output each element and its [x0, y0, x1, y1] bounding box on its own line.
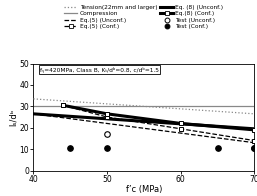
- Legend: Tension(22mm and larger), Compression, Eq.(5) (Unconf.), Eq.(5) (Conf.), Eq. (8): Tension(22mm and larger), Compression, E…: [64, 4, 224, 30]
- Text: fᵧ=420MPa, Class B, Kₜ/dᵇ=0.8, c/dᵇ=1.5: fᵧ=420MPa, Class B, Kₜ/dᵇ=0.8, c/dᵇ=1.5: [40, 67, 159, 73]
- Y-axis label: lₛ/dᵇ: lₛ/dᵇ: [9, 108, 18, 126]
- X-axis label: f’ᴄ (MPa): f’ᴄ (MPa): [126, 185, 162, 194]
